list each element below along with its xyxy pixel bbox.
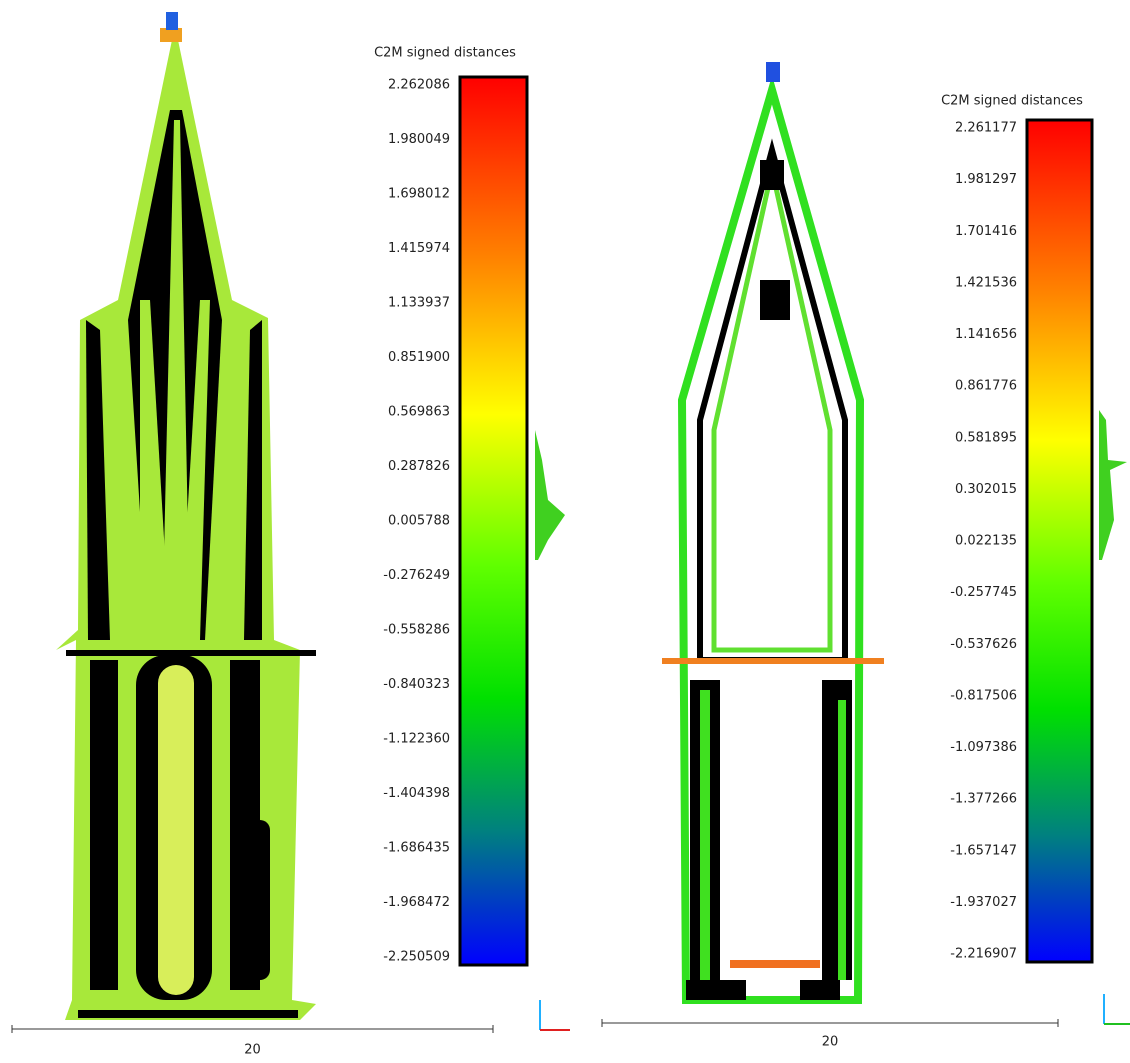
scale-label: 1.421536 — [955, 275, 1017, 290]
scale-label: 1.141656 — [955, 327, 1017, 342]
scale-label: 0.302015 — [955, 482, 1017, 497]
scale-label: -1.968472 — [383, 895, 450, 910]
scale-label: -1.937027 — [950, 895, 1017, 910]
scale-label: 0.005788 — [388, 514, 450, 529]
scale-label: -1.686435 — [383, 841, 450, 856]
scale-title: C2M signed distances — [374, 46, 516, 61]
scale-label: -0.257745 — [950, 585, 1017, 600]
scale-label: -1.097386 — [950, 740, 1017, 755]
scale-label: 1.415974 — [388, 241, 450, 256]
scale-label: 0.581895 — [955, 430, 1017, 445]
scale-label: 2.261177 — [955, 121, 1017, 136]
histogram — [1099, 410, 1127, 560]
scale-label: 0.569863 — [388, 405, 450, 420]
point-cloud-right — [662, 62, 884, 1004]
scale-label: 1.701416 — [955, 224, 1017, 239]
scale-label: 0.287826 — [388, 459, 450, 474]
scale-label: -0.817506 — [950, 688, 1017, 703]
scale-label: -1.657147 — [950, 843, 1017, 858]
scale-label: 0.022135 — [955, 534, 1017, 549]
scale-label: -0.537626 — [950, 637, 1017, 652]
scale-label: -1.377266 — [950, 792, 1017, 807]
scale-label: -2.216907 — [950, 947, 1017, 962]
scale-label: 2.262086 — [388, 78, 450, 93]
scale-label: 1.698012 — [388, 187, 450, 202]
point-cloud-left — [56, 12, 316, 1020]
scale-label: -2.250509 — [383, 950, 450, 965]
scale-label: 1.133937 — [388, 296, 450, 311]
scale-title: C2M signed distances — [941, 94, 1083, 109]
scale-label: -0.558286 — [383, 623, 450, 638]
color-scale — [1025, 118, 1094, 964]
scale-label: 1.980049 — [388, 132, 450, 147]
scalebar-label: 20 — [822, 1035, 839, 1050]
scale-label: 0.851900 — [388, 350, 450, 365]
color-scale — [458, 75, 529, 967]
scale-label: -1.404398 — [383, 786, 450, 801]
scale-label: 0.861776 — [955, 379, 1017, 394]
scalebar-label: 20 — [244, 1043, 261, 1058]
scale-label: -0.840323 — [383, 677, 450, 692]
histogram — [535, 430, 565, 560]
scale-label: -0.276249 — [383, 568, 450, 583]
scale-label: -1.122360 — [383, 732, 450, 747]
scale-label: 1.981297 — [955, 172, 1017, 187]
